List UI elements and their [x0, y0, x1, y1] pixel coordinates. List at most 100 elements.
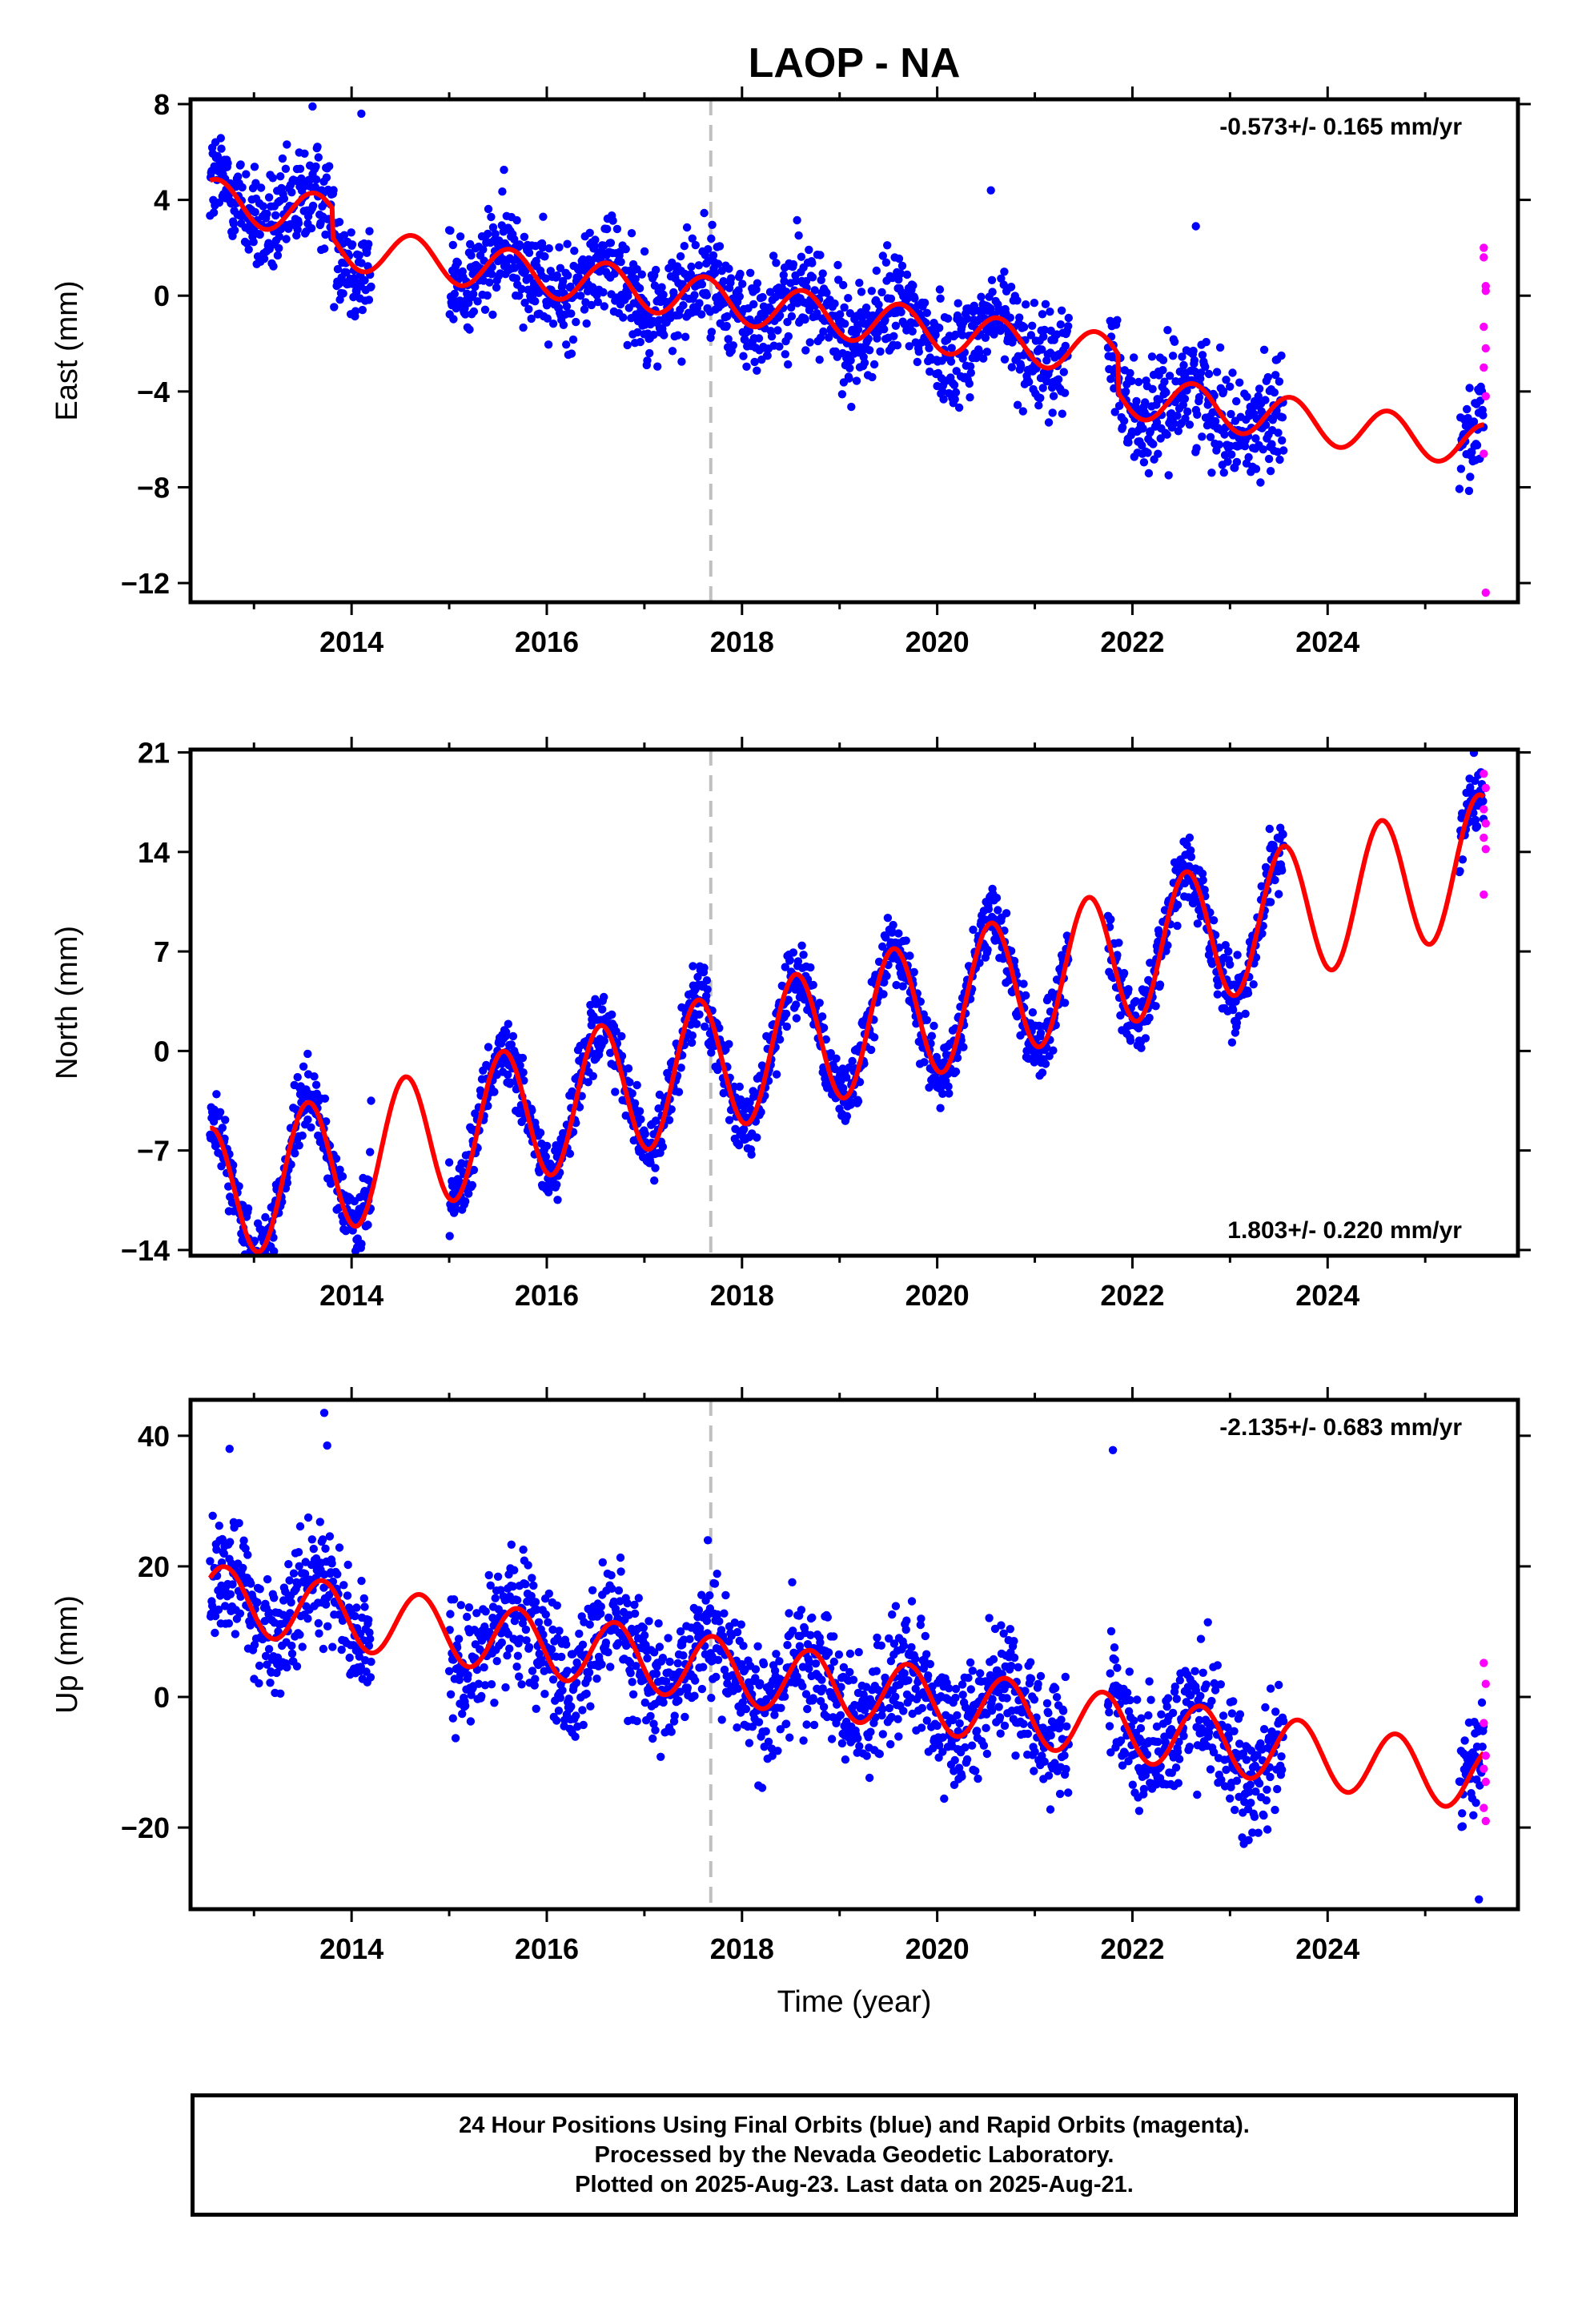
- final-orbit-point: [681, 1712, 689, 1722]
- final-orbit-point: [239, 1563, 247, 1573]
- final-orbit-point: [1034, 401, 1043, 410]
- final-orbit-point: [578, 1706, 587, 1715]
- final-orbit-point: [1456, 464, 1466, 473]
- rapid-orbit-points: [1480, 769, 1490, 899]
- final-orbit-point: [720, 1609, 729, 1618]
- final-orbit-point: [1168, 352, 1178, 360]
- final-orbit-point: [273, 251, 283, 260]
- final-orbit-point: [799, 1736, 808, 1745]
- final-orbit-point: [488, 223, 498, 232]
- final-orbit-point: [528, 1574, 536, 1582]
- final-orbit-point: [575, 1103, 584, 1112]
- final-orbit-point: [873, 1633, 881, 1642]
- final-orbit-point: [686, 270, 695, 279]
- final-orbit-point: [1469, 417, 1479, 426]
- final-orbit-point: [217, 144, 226, 153]
- final-orbit-point: [287, 1160, 295, 1169]
- final-orbit-point: [1156, 434, 1165, 443]
- final-orbit-point: [905, 951, 914, 960]
- final-orbit-point: [679, 301, 688, 310]
- final-orbit-point: [1138, 424, 1147, 433]
- final-orbit-point: [497, 1638, 506, 1647]
- final-orbit-point: [1145, 1013, 1154, 1023]
- final-orbit-point: [644, 1617, 653, 1626]
- final-orbit-point: [802, 1720, 811, 1729]
- final-orbit-point: [1463, 404, 1472, 414]
- final-orbit-point: [522, 1636, 531, 1645]
- final-orbit-point: [1064, 322, 1073, 331]
- final-orbit-point: [731, 1124, 740, 1134]
- final-orbit-point: [631, 275, 640, 283]
- final-orbit-point: [1259, 345, 1269, 354]
- final-orbit-point: [450, 289, 459, 299]
- final-orbit-point: [702, 1616, 712, 1626]
- final-orbit-point: [1152, 418, 1162, 427]
- final-orbit-point: [600, 992, 608, 1002]
- final-orbit-point: [510, 235, 519, 243]
- final-orbit-point: [453, 258, 462, 267]
- final-orbit-point: [842, 1112, 852, 1120]
- final-orbit-point: [708, 220, 717, 229]
- final-orbit-point: [710, 268, 720, 278]
- final-orbit-point: [899, 1641, 909, 1651]
- final-orbit-point: [1039, 332, 1048, 341]
- final-orbit-point: [293, 225, 302, 234]
- final-orbit-point: [229, 219, 239, 228]
- final-orbit-point: [313, 143, 322, 151]
- final-orbit-point: [636, 1115, 645, 1124]
- final-orbit-point: [270, 1594, 279, 1602]
- final-orbit-point: [772, 1070, 781, 1079]
- final-orbit-point: [650, 1176, 659, 1185]
- final-orbit-point: [695, 1010, 704, 1019]
- final-orbit-point: [958, 331, 967, 340]
- final-orbit-point: [269, 262, 278, 271]
- final-orbit-point: [366, 1148, 375, 1156]
- final-orbit-point: [872, 266, 881, 275]
- final-orbit-point: [487, 270, 496, 279]
- final-orbit-point: [690, 1691, 699, 1700]
- final-orbit-point: [830, 299, 839, 308]
- final-orbit-point: [831, 1064, 840, 1074]
- final-orbit-point: [283, 140, 291, 149]
- final-orbit-point: [480, 1622, 489, 1631]
- final-orbit-point: [479, 245, 488, 254]
- final-orbit-point: [930, 1021, 938, 1031]
- final-orbit-point: [516, 1634, 524, 1643]
- final-orbit-point: [287, 1598, 295, 1607]
- final-orbit-point: [540, 252, 549, 261]
- final-orbit-point: [1038, 1068, 1047, 1077]
- final-orbit-point: [580, 305, 589, 314]
- final-orbit-point: [784, 332, 793, 341]
- final-orbit-point: [311, 162, 320, 171]
- final-orbit-point: [685, 1634, 694, 1643]
- final-orbit-point: [364, 1176, 374, 1185]
- final-orbit-point: [626, 1669, 635, 1678]
- x-tick-label: 2022: [1100, 625, 1164, 658]
- final-orbit-point: [504, 1070, 512, 1080]
- final-orbit-point: [705, 1591, 714, 1600]
- final-orbit-point: [588, 1586, 597, 1595]
- final-orbit-point: [1220, 451, 1230, 460]
- final-orbit-point: [231, 1630, 240, 1638]
- final-orbit-point: [891, 1602, 901, 1610]
- final-orbit-point: [282, 235, 291, 243]
- rapid-orbit-point: [1481, 845, 1490, 854]
- final-orbit-point: [529, 1581, 538, 1590]
- final-orbit-point: [543, 314, 552, 323]
- final-orbit-point: [817, 1675, 826, 1684]
- final-orbit-point: [343, 1591, 352, 1600]
- final-orbit-point: [333, 264, 343, 274]
- final-orbit-point: [231, 226, 239, 235]
- final-orbit-point: [682, 223, 692, 232]
- final-orbit-point: [524, 1642, 534, 1651]
- final-orbit-point: [787, 312, 797, 321]
- final-orbit-point: [616, 1567, 625, 1576]
- final-orbit-point: [627, 229, 636, 238]
- final-orbit-point: [614, 1638, 623, 1648]
- final-orbit-point: [951, 330, 960, 340]
- final-orbit-point: [883, 914, 893, 923]
- final-orbit-point: [907, 1642, 916, 1652]
- final-orbit-point: [352, 1603, 361, 1612]
- final-orbit-point: [445, 1626, 454, 1634]
- final-orbit-point: [1017, 361, 1026, 370]
